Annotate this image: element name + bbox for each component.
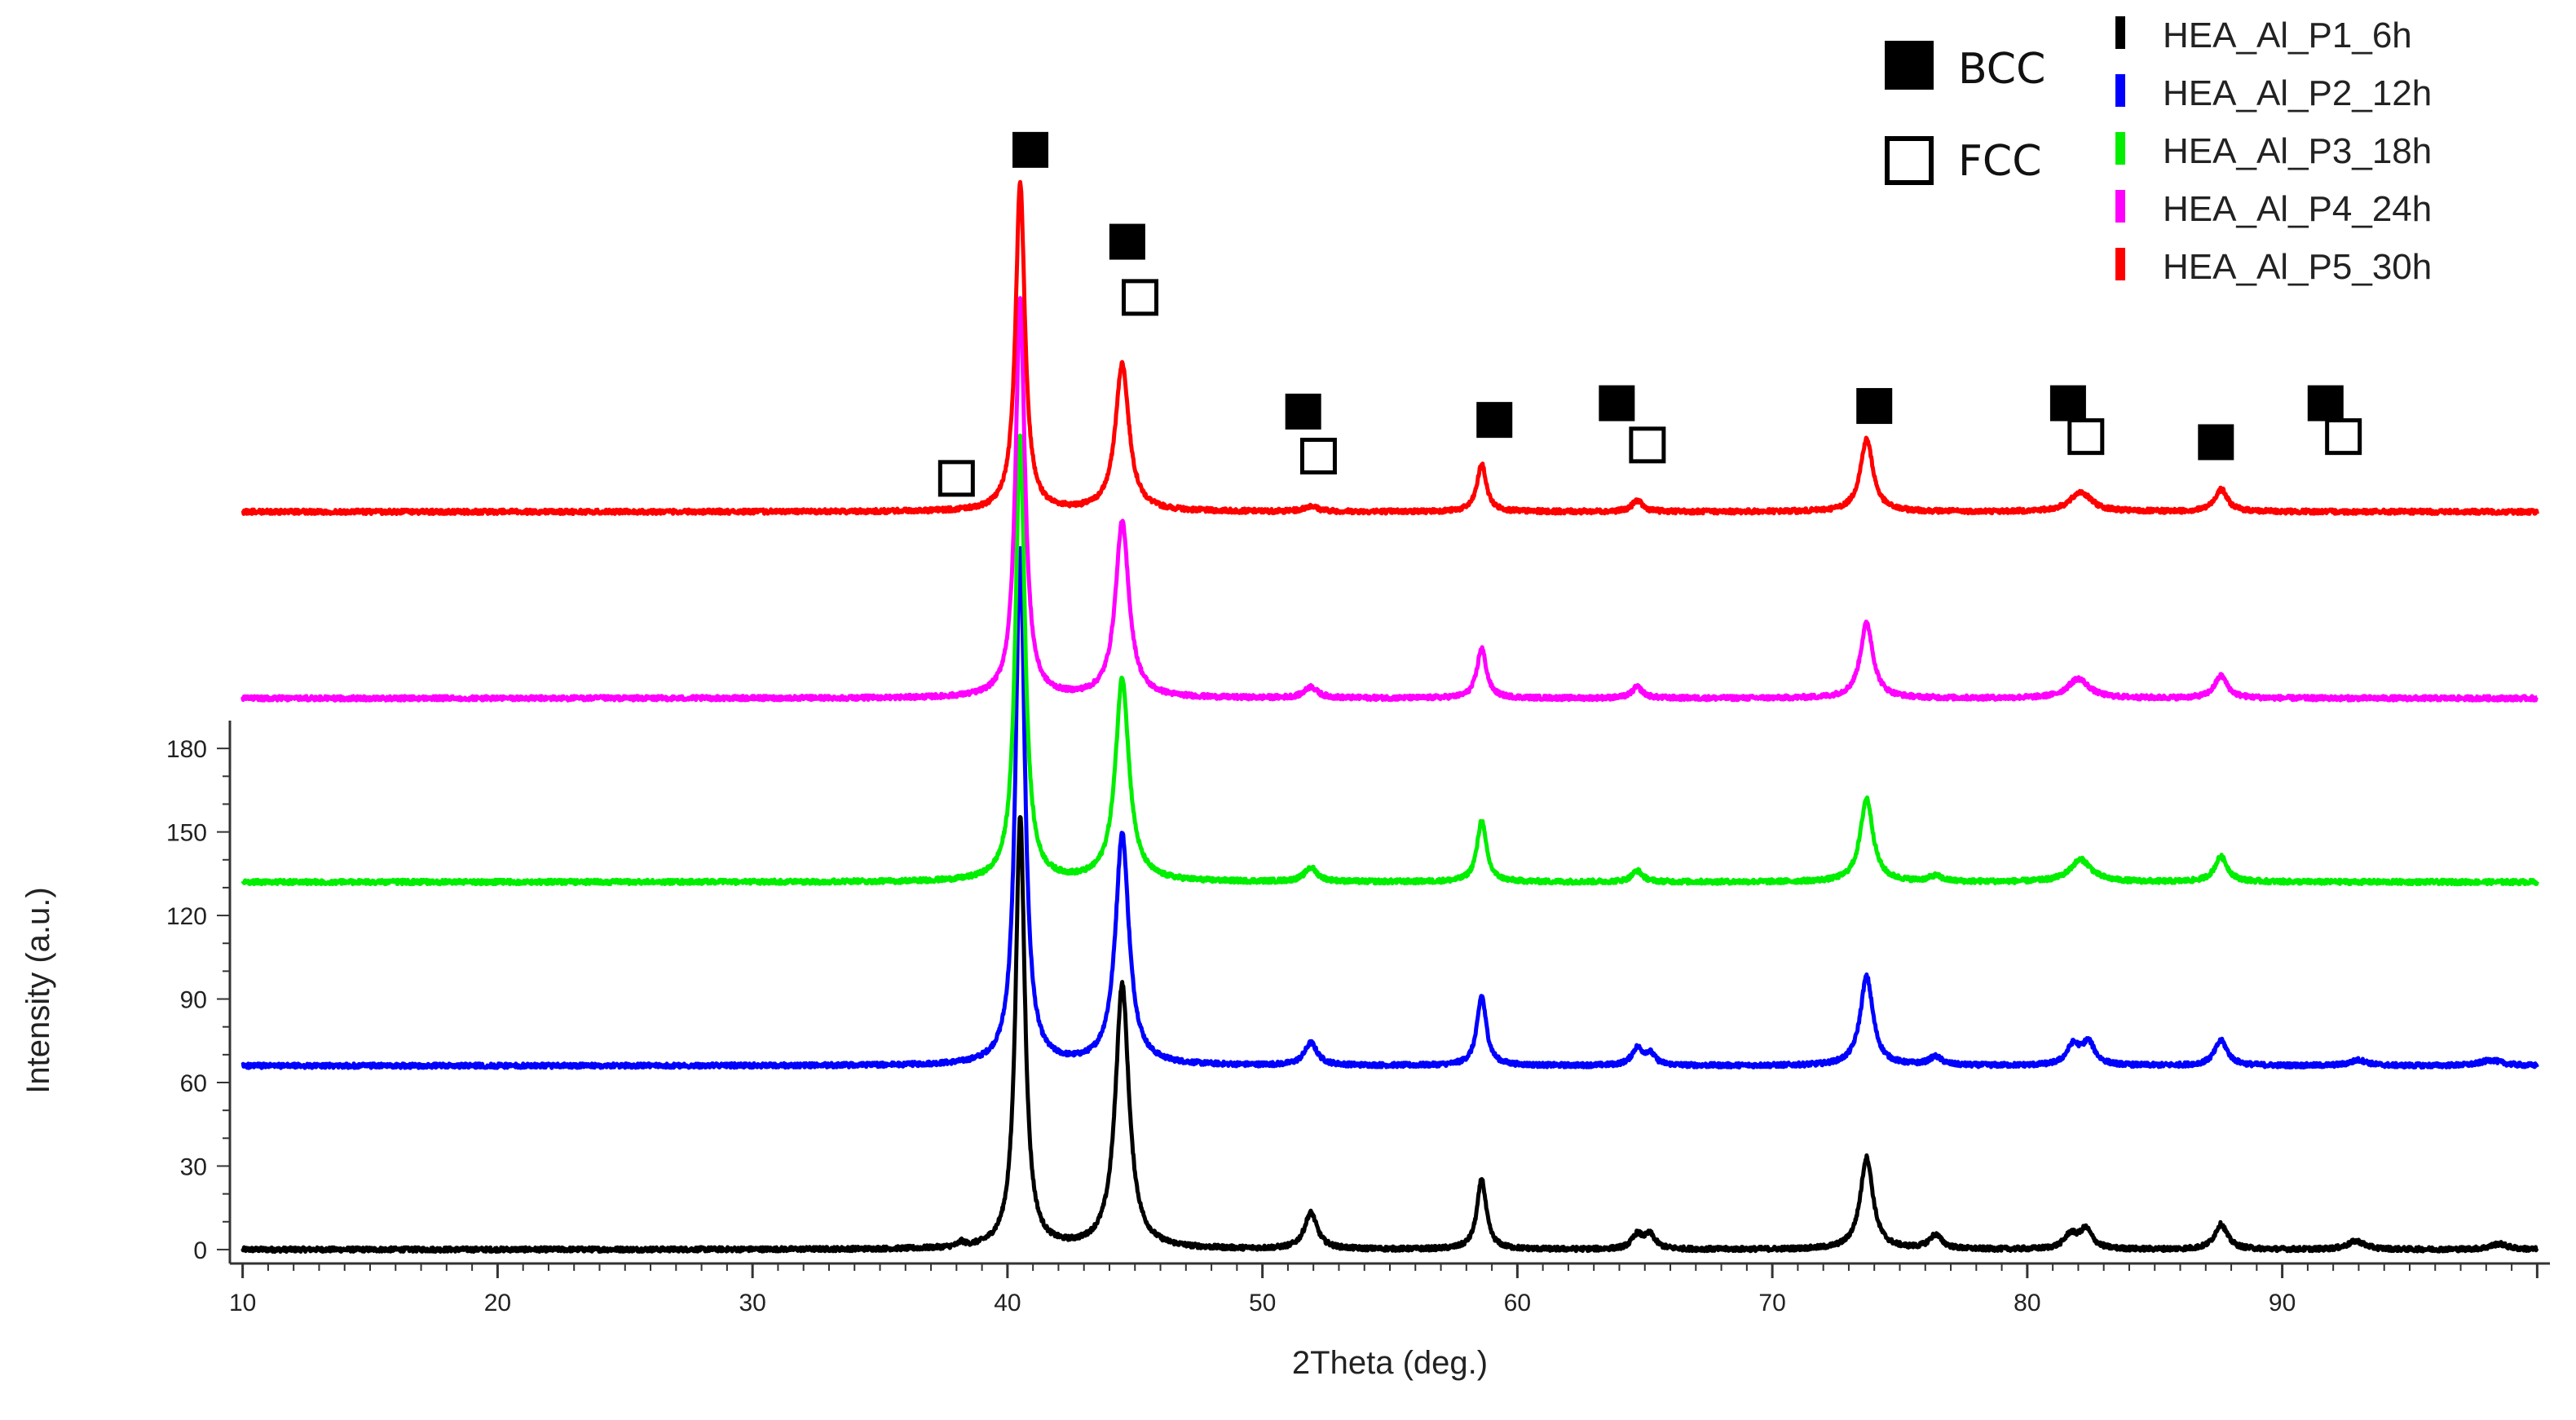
- bcc-marker: [2198, 424, 2234, 461]
- fcc-marker: [1629, 426, 1666, 464]
- x-tick-label: 80: [2014, 1290, 2040, 1316]
- y-tick-label: 120: [166, 903, 207, 930]
- series-legend-swatch: [2115, 16, 2125, 49]
- series-legend-label: HEA_Al_P2_12h: [2163, 73, 2432, 113]
- bcc-marker: [1856, 388, 1893, 425]
- x-tick-label: 20: [484, 1290, 511, 1316]
- series-line-HEA_Al_P1_6h: [240, 814, 2539, 1255]
- y-tick-label: 60: [180, 1070, 207, 1097]
- legend-fcc-symbol: [1885, 136, 1934, 185]
- series-legend-label: HEA_Al_P4_24h: [2163, 189, 2432, 229]
- y-tick-label: 150: [166, 820, 207, 847]
- x-tick-label: 70: [1758, 1290, 1785, 1316]
- series-line-HEA_Al_P5_30h: [240, 179, 2539, 516]
- legend-fcc-label: FCC: [1958, 137, 2042, 186]
- series-legend-label: HEA_Al_P5_30h: [2163, 247, 2432, 287]
- series-legend: HEA_Al_P1_6h HEA_Al_P2_12h HEA_Al_P3_18h HE…: [2115, 15, 2432, 287]
- y-tick-label: 0: [193, 1237, 207, 1264]
- x-tick-label: 50: [1249, 1290, 1276, 1316]
- x-tick-label: 90: [2269, 1290, 2296, 1316]
- fcc-marker: [2325, 418, 2362, 456]
- fcc-marker: [937, 460, 975, 497]
- fcc-marker: [1122, 279, 1159, 316]
- y-tick-label: 30: [180, 1153, 207, 1180]
- x-ticks: 10 20 30 40 50 60 70 80 90: [229, 1263, 2539, 1316]
- y-ticks: 0 30 60 90 120 150 180: [166, 736, 230, 1264]
- y-tick-label: 180: [166, 736, 207, 763]
- series-legend-swatch: [2115, 190, 2125, 223]
- bcc-marker: [2307, 385, 2344, 421]
- series-legend-swatch: [2115, 248, 2125, 280]
- series-line-HEA_Al_P3_18h: [240, 433, 2539, 887]
- bcc-marker: [1012, 131, 1049, 168]
- fcc-marker: [2067, 418, 2105, 456]
- bcc-marker: [1285, 393, 1321, 430]
- bcc-marker: [1599, 385, 1635, 421]
- bcc-marker: [1109, 223, 1145, 260]
- legend-bcc-symbol: [1885, 41, 1934, 90]
- series-layer: [240, 179, 2539, 1255]
- x-tick-label: 60: [1504, 1290, 1531, 1316]
- series-line-HEA_Al_P4_24h: [240, 296, 2539, 703]
- series-legend-label: HEA_Al_P3_18h: [2163, 131, 2432, 171]
- legend-bcc-label: BCC: [1958, 45, 2045, 94]
- x-tick-label: 10: [229, 1290, 256, 1316]
- x-tick-label: 30: [739, 1290, 765, 1316]
- phase-marker-layer: [937, 131, 2362, 497]
- y-axis-title: Intensity (a.u.): [20, 887, 56, 1093]
- series-legend-swatch: [2115, 74, 2125, 107]
- series-line-HEA_Al_P2_12h: [240, 546, 2539, 1070]
- y-tick-label: 90: [180, 987, 207, 1014]
- x-axis-title: 2Theta (deg.): [1292, 1345, 1488, 1381]
- axes: 10 20 30 40 50 60 70 80 90 0 30 60 90 120 150 180 2The…: [20, 721, 2550, 1381]
- bcc-marker: [2049, 385, 2086, 421]
- fcc-marker: [1299, 438, 1337, 475]
- x-tick-label: 40: [994, 1290, 1021, 1316]
- series-legend-label: HEA_Al_P1_6h: [2163, 15, 2412, 55]
- bcc-marker: [1476, 402, 1513, 439]
- series-legend-swatch: [2115, 132, 2125, 165]
- legend: BCC FCC HEA_Al_P1_6hHEA_Al_P2_12hHEA_Al_…: [1885, 15, 2432, 287]
